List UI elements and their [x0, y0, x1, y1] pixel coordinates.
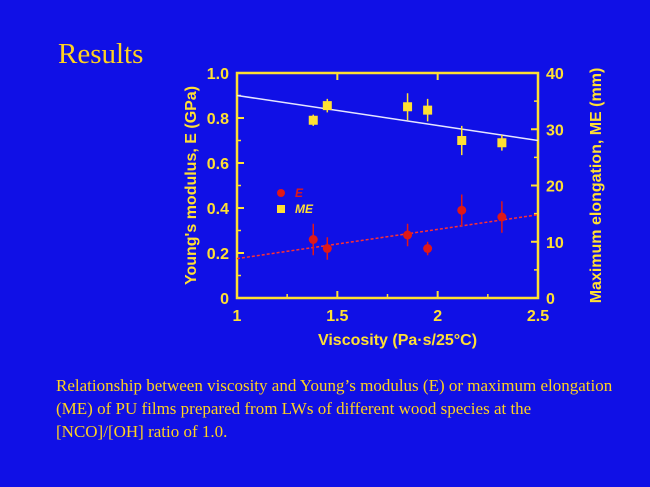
trendline-E	[236, 214, 539, 260]
plot-frame	[235, 71, 540, 300]
y-left-tick-label: 1.0	[207, 66, 229, 83]
x-tick-label: 2	[433, 308, 442, 325]
x-tick-label: 1.5	[326, 308, 348, 325]
data-point-ME	[423, 105, 433, 115]
data-point-ME	[322, 101, 332, 111]
y-right-tick-label: 30	[546, 122, 564, 139]
data-point-E	[403, 230, 413, 240]
data-point-E	[423, 244, 433, 253]
y-left-tick-label: 0.2	[207, 246, 229, 263]
legend-label-ME: ME	[295, 202, 314, 216]
data-point-ME	[403, 102, 413, 112]
x-tick-label: 2.5	[527, 308, 549, 325]
y-right-tick-label: 40	[546, 66, 564, 83]
y-left-tick-label: 0.8	[207, 111, 229, 128]
y-right-tick-label: 20	[546, 179, 564, 196]
y-left-axis-title: Young's modulus, E (GPa)	[183, 86, 200, 285]
y-right-tick-label: 0	[546, 291, 555, 308]
chart: 1 1.5 2 2.500.20.40.60.81.0010203040Viscosi…	[183, 66, 605, 349]
slide-title: Results	[58, 38, 144, 70]
y-left-tick-label: 0.6	[207, 156, 229, 173]
figure-caption: Relationship between viscosity and Young…	[56, 376, 613, 441]
data-point-ME	[497, 138, 507, 148]
legend-label-E: E	[295, 186, 304, 200]
data-point-E	[308, 235, 318, 244]
data-point-ME	[457, 136, 467, 145]
legend-marker-ME	[277, 205, 285, 213]
data-point-E	[457, 205, 467, 215]
x-tick-label: 1	[233, 308, 242, 325]
x-axis-title: Viscosity (Pa·s/25°C)	[318, 332, 477, 349]
trendline-ME	[236, 94, 539, 142]
data-point-E	[322, 244, 332, 253]
legend-marker-E	[277, 189, 285, 197]
y-right-axis-title: Maximum elongation, ME (mm)	[588, 68, 605, 304]
data-point-E	[497, 212, 507, 222]
y-left-tick-label: 0	[220, 291, 229, 308]
y-left-tick-label: 0.4	[207, 201, 229, 218]
data-point-ME	[308, 115, 318, 125]
y-right-tick-label: 10	[546, 235, 564, 252]
